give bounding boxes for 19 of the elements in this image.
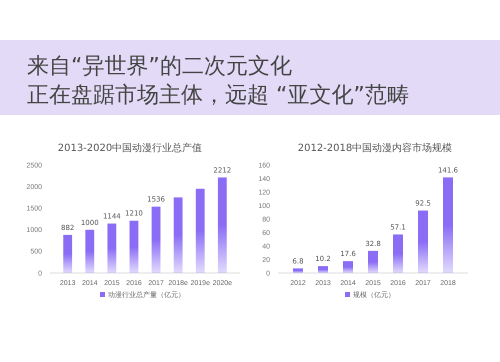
bar xyxy=(85,230,94,273)
text: 正在盘踞市场主体，远超 “亚文化”范畴 xyxy=(27,83,409,108)
bar xyxy=(196,188,205,273)
bar xyxy=(174,197,183,273)
bar xyxy=(107,224,116,273)
bar xyxy=(343,261,353,273)
bar xyxy=(418,210,428,273)
bar xyxy=(293,268,303,273)
text: 来自“异世界”的二次元文化 xyxy=(27,54,292,79)
bar xyxy=(393,234,403,273)
chart-title: 2012-2018中国动漫内容市场规模 xyxy=(298,142,452,154)
bar xyxy=(218,177,227,273)
bar xyxy=(443,177,453,273)
bar xyxy=(130,220,138,273)
bar xyxy=(368,250,378,273)
bar xyxy=(318,266,328,273)
chart-title: 2013-2020中国动漫行业总产值 xyxy=(58,142,202,154)
bar xyxy=(63,234,72,273)
bar xyxy=(152,206,160,273)
